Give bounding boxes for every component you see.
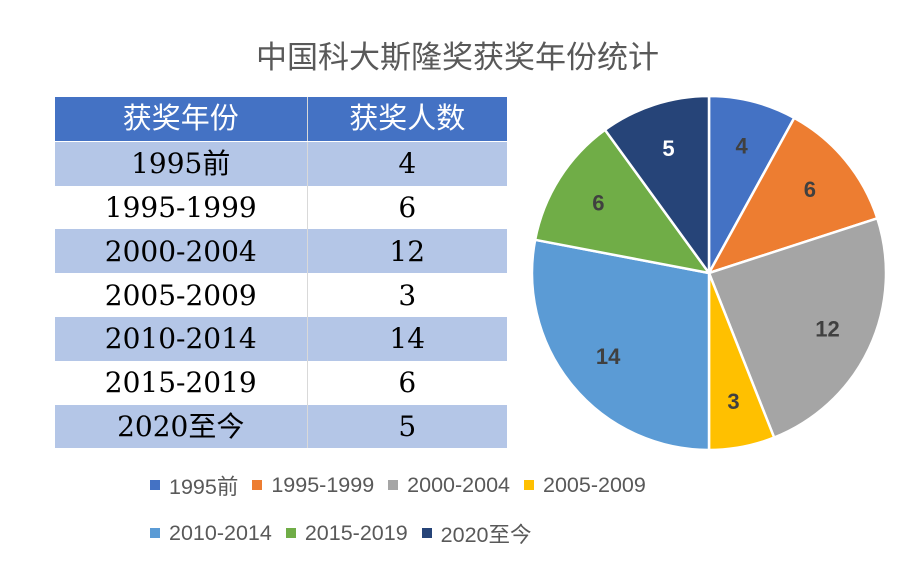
legend-label: 1995-1999 xyxy=(271,472,375,497)
table-cell-count: 4 xyxy=(306,141,507,186)
legend-label: 2020至今 xyxy=(440,522,532,547)
legend-swatch xyxy=(285,528,296,538)
table-body: 1995前 4 1995-1999 6 2000-2004 12 2005-2009 3 201… xyxy=(55,141,507,449)
table-cell-year: 2020至今 xyxy=(55,404,307,449)
chart-legend: 1995前 1995-1999 2000-2004 2005-2009 2010-20… xyxy=(150,464,790,554)
table-row: 2010-2014 14 xyxy=(55,316,507,361)
table-header-count: 获奖人数 xyxy=(306,97,507,142)
table-header-row: 获奖年份 获奖人数 xyxy=(55,97,507,142)
legend-item: 1995-1999 xyxy=(252,473,374,498)
legend-swatch xyxy=(388,480,399,490)
table-cell-count: 6 xyxy=(306,185,507,230)
pie-data-label-6: 5 xyxy=(662,136,674,161)
table-cell-year: 2010-2014 xyxy=(55,316,307,361)
pie-slice-1 xyxy=(707,116,879,275)
table-cell-year: 1995-1999 xyxy=(55,185,307,230)
table-cell-count: 3 xyxy=(306,273,507,317)
legend-item: 2015-2019 xyxy=(285,520,408,546)
table-cell-year: 1995前 xyxy=(55,141,307,186)
table-row: 2020至今 5 xyxy=(55,404,507,449)
legend-item: 2020至今 xyxy=(421,518,532,549)
table-cell-year: 2015-2019 xyxy=(55,360,307,405)
legend-swatch xyxy=(150,480,160,490)
legend-swatch xyxy=(150,528,160,538)
legend-label: 2005-2009 xyxy=(543,472,646,497)
table-cell-year: 2000-2004 xyxy=(55,229,307,274)
pie-data-label-5: 6 xyxy=(592,190,604,215)
legend-label: 2010-2014 xyxy=(169,520,272,545)
legend-swatch xyxy=(421,528,432,538)
table-cell-count: 14 xyxy=(306,316,507,361)
pie-slice-4 xyxy=(530,238,711,452)
legend-item: 2010-2014 xyxy=(150,521,272,546)
legend-item: 2000-2004 xyxy=(388,473,510,498)
legend-item: 1995前 xyxy=(150,470,238,501)
legend-item: 2005-2009 xyxy=(524,473,646,498)
legend-label: 1995前 xyxy=(169,474,239,499)
table-row: 1995前 4 xyxy=(55,141,507,186)
data-table: 获奖年份 获奖人数 1995前 4 1995-1999 6 2000-2004 12 200… xyxy=(55,97,507,449)
pie-slice-0 xyxy=(707,94,796,275)
table-cell-count: 12 xyxy=(306,229,507,274)
table-row: 1995-1999 6 xyxy=(55,185,507,230)
legend-row: 2010-2014 2015-2019 2020至今 xyxy=(150,512,790,554)
table-cell-year: 2005-2009 xyxy=(55,273,307,317)
table-cell-count: 6 xyxy=(306,360,507,405)
pie-slice-6 xyxy=(603,94,711,275)
legend-label: 2015-2019 xyxy=(304,520,408,545)
chart-title: 中国科大斯隆奖获奖年份统计 xyxy=(256,40,659,76)
pie-data-label-3: 3 xyxy=(727,389,739,414)
legend-label: 2000-2004 xyxy=(407,472,510,497)
table-cell-count: 5 xyxy=(306,404,507,449)
legend-swatch xyxy=(252,480,263,490)
pie-slice-5 xyxy=(533,128,711,275)
legend-swatch xyxy=(524,480,534,490)
table-row: 2000-2004 12 xyxy=(55,229,507,274)
pie-data-label-0: 4 xyxy=(735,134,748,159)
pie-data-label-2: 12 xyxy=(815,316,839,341)
pie-data-label-1: 6 xyxy=(804,177,816,202)
table-row: 2015-2019 6 xyxy=(55,360,507,405)
table-header-year: 获奖年份 xyxy=(55,97,307,142)
legend-row: 1995前 1995-1999 2000-2004 2005-2009 xyxy=(150,464,790,506)
pie-data-label-4: 14 xyxy=(596,344,621,369)
table-row: 2005-2009 3 xyxy=(55,273,507,317)
